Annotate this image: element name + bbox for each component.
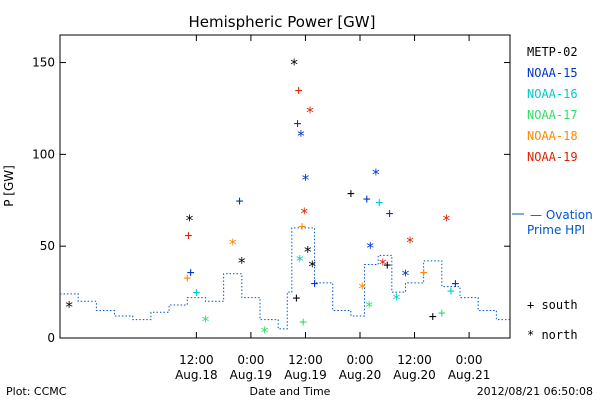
data-point-south: + <box>420 265 428 280</box>
plot-frame <box>59 34 511 339</box>
data-point-south: + <box>383 258 391 273</box>
x-tick-label-time: 0:00 <box>347 353 374 367</box>
data-point-south: + <box>347 186 355 201</box>
x-tick-label-time: 12:00 <box>288 353 323 367</box>
data-point-north: * <box>303 243 312 261</box>
data-point-south: + <box>183 271 191 286</box>
data-point-south: + <box>386 207 394 222</box>
x-tick-label-date: Aug.21 <box>448 368 491 382</box>
data-point-north: * <box>295 252 304 270</box>
x-axis-label: Date and Time <box>250 385 331 398</box>
chart-title: Hemispheric Power [GW] <box>189 13 376 31</box>
x-axis: 12:00Aug.180:00Aug.1912:00Aug.190:00Aug.… <box>175 35 490 382</box>
data-point-south: + <box>187 265 195 280</box>
symbol-legend-entry: * north <box>527 328 578 342</box>
legend-entry: NOAA-17 <box>527 108 578 122</box>
data-point-south: + <box>363 192 371 207</box>
data-point-north: * <box>290 56 299 74</box>
data-point-north: * <box>296 127 305 145</box>
symbol-legend: + south * north <box>527 298 578 342</box>
data-point-north: * <box>358 280 367 298</box>
data-point-south: + <box>452 276 460 291</box>
data-point-north: * <box>378 256 387 274</box>
footer-timestamp: 2012/08/21 06:50:08 <box>477 385 593 398</box>
ovation-prime-hpi-line <box>60 227 510 330</box>
data-point-south: + <box>295 84 303 99</box>
x-tick-label-date: Aug.20 <box>339 368 382 382</box>
data-point-south: + <box>438 306 446 321</box>
legend-entry: NOAA-18 <box>527 129 578 143</box>
x-tick-label-date: Aug.19 <box>284 368 327 382</box>
satellite-legend: METP-02 NOAA-15 NOAA-16 NOAA-17 NOAA-18 NOAA-… <box>527 45 578 164</box>
legend-entry: NOAA-19 <box>527 150 578 164</box>
legend-entry: METP-02 <box>527 45 578 59</box>
data-point-north: * <box>365 298 374 316</box>
x-tick-label-date: Aug.19 <box>230 368 273 382</box>
y-tick-label: 50 <box>40 239 55 253</box>
data-point-north: * <box>401 267 410 285</box>
y-tick-label: 100 <box>32 147 55 161</box>
data-point-south: + <box>292 291 300 306</box>
footer-plot-source: Plot: CCMC <box>6 385 67 398</box>
data-point-north: * <box>405 234 414 252</box>
data-point-north: * <box>228 236 237 254</box>
symbol-legend-entry: + south <box>527 298 578 312</box>
y-axis: 0 50 100 150 <box>32 56 510 345</box>
data-point-north: * <box>301 171 310 189</box>
data-point-north: * <box>300 204 309 222</box>
data-point-north: * <box>260 324 269 342</box>
data-point-north: * <box>305 103 314 121</box>
data-point-south: + <box>294 117 302 132</box>
data-point-south: + <box>192 286 200 301</box>
y-axis-label: P [GW] <box>2 165 16 207</box>
data-point-north: * <box>371 166 380 184</box>
data-point-south: + <box>299 315 307 330</box>
legend-entry: NOAA-16 <box>527 87 578 101</box>
data-point-south: + <box>311 276 319 291</box>
data-point-south: + <box>447 284 455 299</box>
data-point-north: * <box>185 212 194 230</box>
data-point-north: * <box>237 254 246 272</box>
data-point-south: + <box>236 194 244 209</box>
x-tick-label-time: 0:00 <box>456 353 483 367</box>
x-tick-label-time: 12:00 <box>397 353 432 367</box>
data-point-south: + <box>184 229 192 244</box>
data-point-south: + <box>298 219 306 234</box>
data-point-south: + <box>375 196 383 211</box>
data-point-north: * <box>366 239 375 257</box>
y-tick-label: 150 <box>32 56 55 70</box>
y-tick-label: 0 <box>47 331 55 345</box>
ovation-legend-line2: Prime HPI <box>527 223 585 237</box>
legend-entry: NOAA-15 <box>527 66 578 80</box>
data-point-north: * <box>201 313 210 331</box>
x-tick-label-date: Aug.20 <box>393 368 436 382</box>
data-markers: ******+++++++**++**+* ++*+* +**+* ++*+*+++*… <box>65 56 460 342</box>
data-point-north: * <box>308 258 317 276</box>
x-tick-label-time: 12:00 <box>179 353 214 367</box>
data-point-north: * <box>392 291 401 309</box>
ovation-legend-line1: — Ovation <box>530 208 593 222</box>
data-point-north: * <box>442 212 451 230</box>
x-tick-label-date: Aug.18 <box>175 368 218 382</box>
data-point-north: * <box>65 298 74 316</box>
x-tick-label-time: 0:00 <box>237 353 264 367</box>
ovation-series-line <box>60 227 510 330</box>
data-point-south: + <box>429 309 437 324</box>
